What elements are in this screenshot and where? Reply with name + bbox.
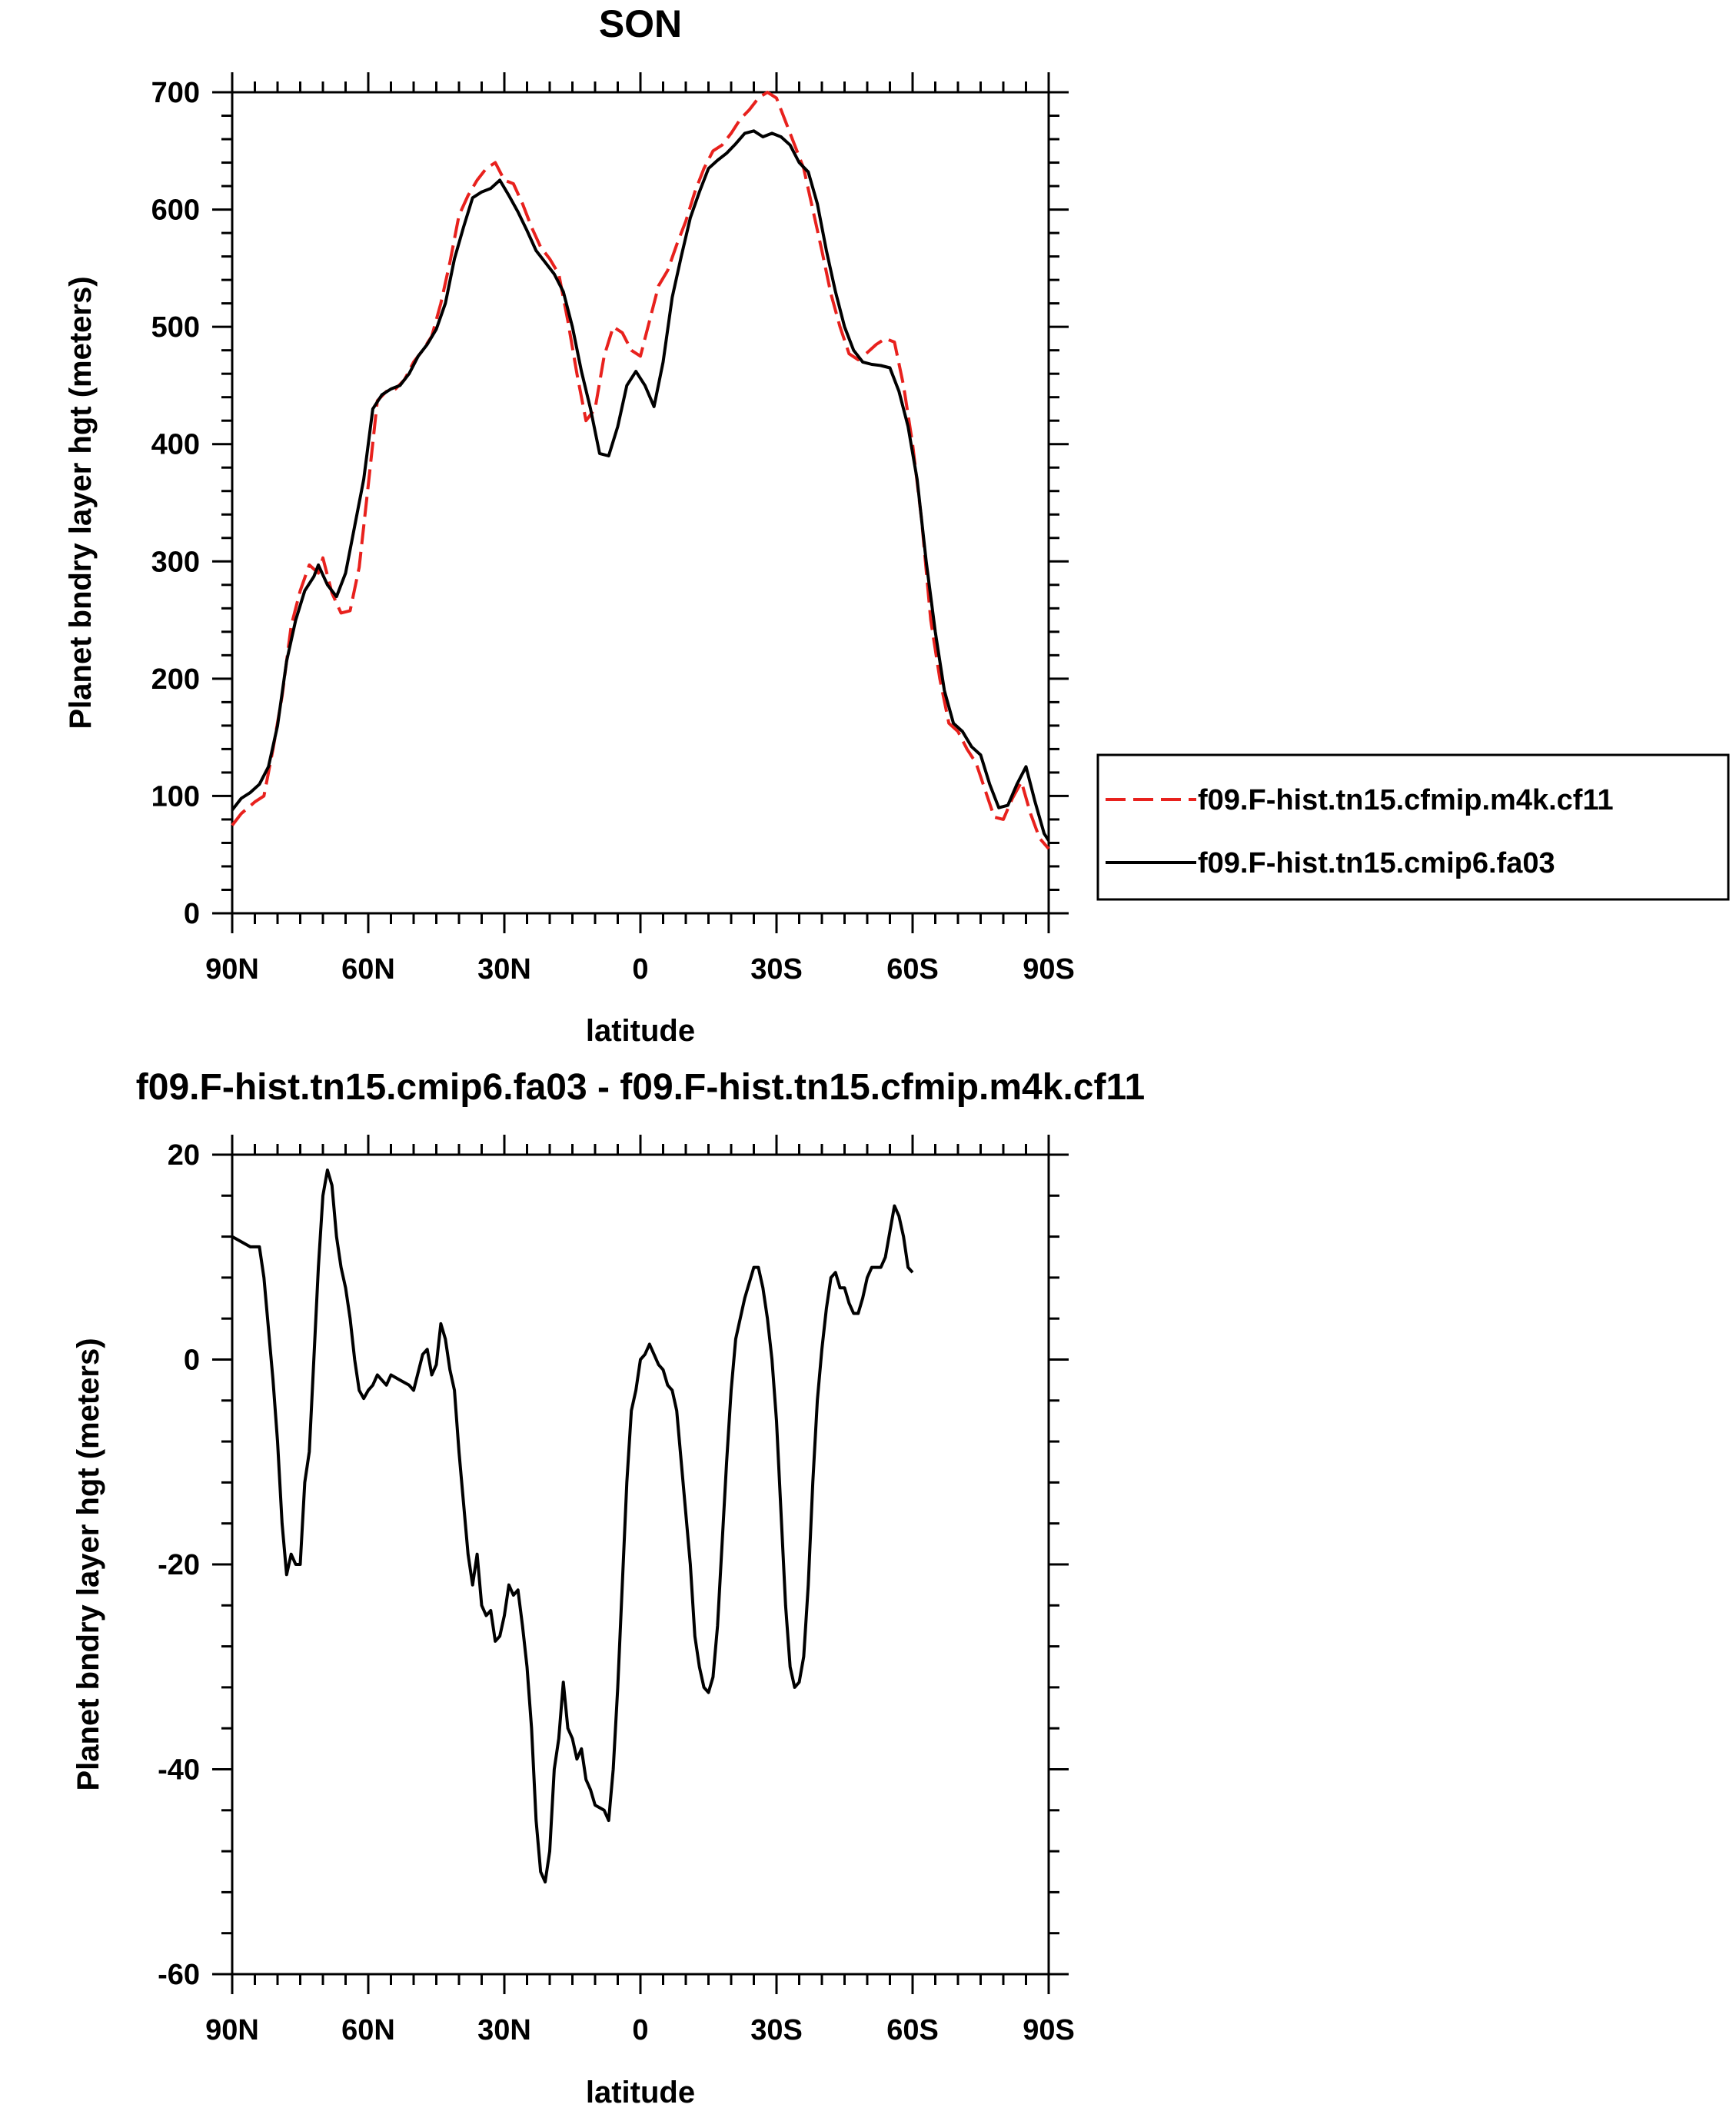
x-tick-label: 30S — [750, 953, 803, 986]
series-line-1 — [231, 91, 1050, 850]
y-tick-label: -20 — [158, 1549, 200, 1581]
chart-title: SON — [599, 2, 682, 45]
legend: f09.F-hist.tn15.cfmip.m4k.cf11 f09.F-hist… — [1096, 753, 1730, 901]
y-tick-label: 300 — [151, 546, 200, 578]
chart-title: f09.F-hist.tn15.cmip6.fa03 - f09.F-hist.… — [136, 1067, 1145, 1108]
x-tick-label: 60S — [886, 2014, 939, 2046]
x-tick-label: 60S — [886, 953, 939, 986]
plot-frame — [231, 1153, 1050, 1976]
series-line-2 — [231, 129, 1050, 842]
x-tick-label: 90S — [1023, 953, 1075, 986]
plot-frame — [231, 91, 1050, 915]
x-tick-label: 0 — [632, 953, 648, 986]
y-tick-label: 100 — [151, 780, 200, 813]
legend-entry-1: f09.F-hist.tn15.cfmip.m4k.cf11 — [1198, 784, 1614, 816]
top-line-chart: SON 90N 60N 30N 0 30S 60S 90S 0 100 200 300 400 500 60… — [64, 2, 1730, 1048]
y-tick-label: 600 — [151, 194, 200, 227]
y-axis-label: Planet bndry layer hgt (meters) — [72, 1338, 105, 1790]
x-axis-label: latitude — [586, 1014, 695, 1048]
y-tick-label: -40 — [158, 1754, 200, 1787]
y-tick-label: 500 — [151, 311, 200, 344]
y-axis-label: Planet bndry layer hgt (meters) — [64, 276, 98, 729]
x-axis-label: latitude — [586, 2076, 695, 2109]
x-tick-label: 90S — [1023, 2014, 1075, 2046]
x-tick-label: 30S — [750, 2014, 803, 2046]
y-tick-label: 400 — [151, 429, 200, 461]
y-tick-label: 0 — [184, 898, 200, 930]
x-tick-label: 90N — [205, 953, 259, 986]
x-tick-label: 30N — [477, 953, 531, 986]
legend-entry-2: f09.F-hist.tn15.cmip6.fa03 — [1198, 847, 1555, 879]
x-tick-label: 90N — [205, 2014, 259, 2046]
difference-line-chart: f09.F-hist.tn15.cmip6.fa03 - f09.F-hist.… — [72, 1067, 1145, 2109]
series-line-1 — [231, 1169, 914, 1884]
y-tick-label: 700 — [151, 77, 200, 109]
x-tick-label: 0 — [632, 2014, 648, 2046]
y-tick-label: 200 — [151, 663, 200, 696]
legend-box — [1096, 753, 1730, 901]
y-tick-label: 0 — [184, 1345, 200, 1377]
x-tick-label: 30N — [477, 2014, 531, 2046]
x-tick-label: 60N — [341, 2014, 395, 2046]
x-tick-label: 60N — [341, 953, 395, 986]
y-tick-label: 20 — [168, 1139, 200, 1172]
y-tick-label: -60 — [158, 1959, 200, 1991]
